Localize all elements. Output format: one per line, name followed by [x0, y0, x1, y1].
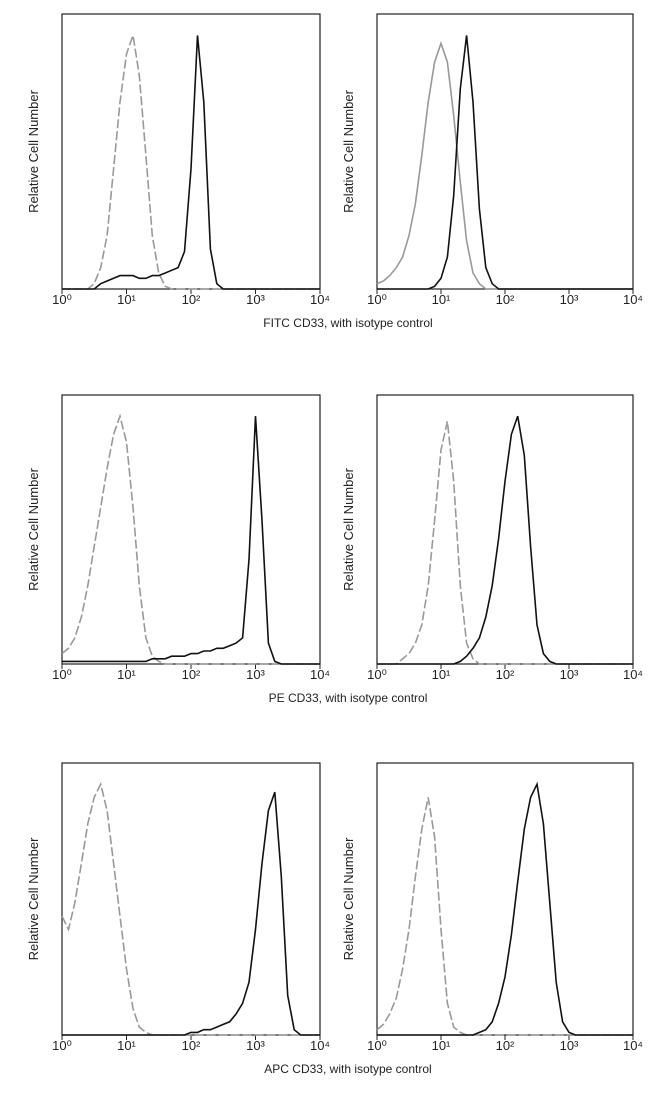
- x-tick-label: 10⁴: [310, 667, 330, 682]
- y-axis-label: Relative Cell Number: [341, 467, 356, 590]
- row-caption: PE CD33, with isotype control: [269, 691, 428, 705]
- histogram-line: [376, 797, 633, 1036]
- histogram-line: [61, 413, 320, 665]
- plot-frame: [61, 762, 321, 1036]
- plot-frame: [376, 762, 634, 1036]
- plot-frame: [376, 13, 634, 290]
- x-tick-label: 10⁴: [623, 292, 643, 307]
- y-axis-label: Relative Cell Number: [26, 467, 41, 590]
- plot-frame: [61, 394, 321, 665]
- histogram-line: [62, 791, 320, 1036]
- x-tick-label: 10¹: [432, 1038, 451, 1053]
- histogram-line: [62, 35, 320, 290]
- plot-frame: [376, 394, 634, 665]
- x-tick-label: 10¹: [117, 667, 136, 682]
- x-tick-label: 10³: [246, 667, 265, 682]
- x-tick-label: 10⁴: [623, 667, 643, 682]
- x-tick-label: 10³: [560, 667, 579, 682]
- histogram-line: [377, 415, 633, 665]
- x-tick-label: 10²: [496, 667, 515, 682]
- y-axis-label: Relative Cell Number: [341, 837, 356, 960]
- x-tick-label: 10⁴: [310, 292, 330, 307]
- x-tick-label: 10⁰: [52, 1038, 72, 1053]
- x-tick-label: 10²: [182, 1038, 201, 1053]
- plot-frame: [61, 13, 321, 290]
- x-tick-label: 10¹: [117, 1038, 136, 1053]
- y-axis-label: Relative Cell Number: [26, 89, 41, 212]
- x-tick-label: 10³: [246, 1038, 265, 1053]
- x-tick-label: 10³: [560, 1038, 579, 1053]
- x-tick-label: 10⁰: [52, 667, 72, 682]
- x-tick-label: 10⁰: [367, 667, 387, 682]
- y-axis-label: Relative Cell Number: [26, 837, 41, 960]
- x-tick-label: 10¹: [432, 667, 451, 682]
- x-tick-label: 10²: [496, 292, 515, 307]
- x-tick-label: 10¹: [117, 292, 136, 307]
- row-caption: FITC CD33, with isotype control: [263, 316, 432, 330]
- y-axis-label: Relative Cell Number: [341, 89, 356, 212]
- x-tick-label: 10⁰: [367, 1038, 387, 1053]
- x-tick-label: 10⁰: [52, 292, 72, 307]
- histogram-line: [61, 781, 320, 1036]
- x-tick-label: 10²: [182, 667, 201, 682]
- x-tick-label: 10³: [560, 292, 579, 307]
- x-tick-label: 10²: [182, 292, 201, 307]
- histogram-line: [377, 781, 633, 1036]
- x-tick-label: 10²: [496, 1038, 515, 1053]
- histogram-line: [377, 421, 633, 665]
- histogram-line: [377, 35, 633, 290]
- x-tick-label: 10⁰: [367, 292, 387, 307]
- histogram-line: [376, 40, 633, 290]
- row-caption: APC CD33, with isotype control: [264, 1062, 431, 1076]
- x-tick-label: 10³: [246, 292, 265, 307]
- x-tick-label: 10⁴: [310, 1038, 330, 1053]
- x-tick-label: 10⁴: [623, 1038, 643, 1053]
- x-tick-label: 10¹: [432, 292, 451, 307]
- histogram-line: [62, 416, 320, 665]
